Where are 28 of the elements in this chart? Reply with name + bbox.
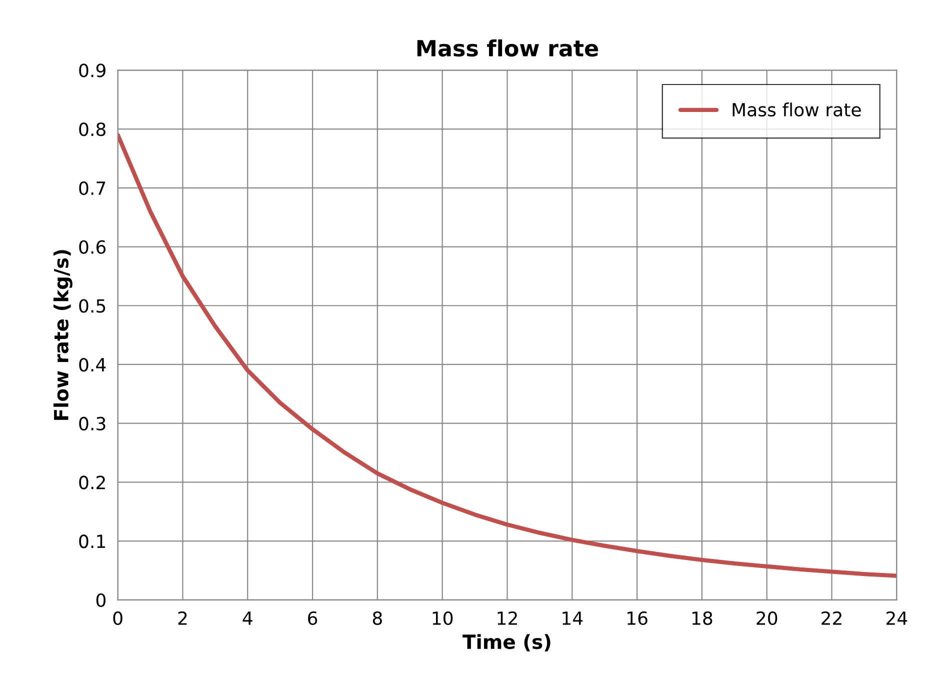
x-tick-label: 0	[113, 611, 122, 626]
y-tick-label: 0.6	[79, 240, 106, 254]
x-tick-label: 12	[498, 611, 517, 625]
x-tick-label: 4	[242, 612, 252, 625]
legend-label: Mass flow rate	[732, 102, 861, 117]
y-tick-label: 0.9	[79, 64, 106, 78]
x-tick-label: 14	[562, 612, 583, 625]
x-tick-label: 8	[372, 611, 382, 626]
y-axis-title: Flow rate (kg/s)	[53, 250, 72, 420]
y-tick-label: 0.1	[79, 534, 106, 548]
y-tick-label: 0	[96, 593, 106, 608]
x-tick-label: 6	[308, 611, 318, 626]
x-tick-label: 22	[822, 611, 842, 625]
y-tick-label: 0.3	[79, 416, 106, 430]
y-tick-label: 0.2	[79, 476, 105, 490]
x-axis-title: Time (s)	[462, 634, 550, 652]
x-tick-label: 24	[886, 611, 908, 625]
y-tick-label: 0.7	[79, 181, 106, 196]
x-tick-label: 10	[432, 611, 453, 626]
chart-title: Mass flow rate	[417, 39, 598, 57]
y-tick-label: 0.8	[79, 122, 106, 136]
x-tick-label: 16	[628, 611, 648, 626]
x-tick-label: 2	[178, 611, 187, 625]
y-tick-label: 0.5	[79, 299, 106, 313]
line-series	[118, 132, 897, 578]
x-tick-label: 20	[756, 611, 778, 626]
y-tick-label: 0.4	[79, 358, 106, 372]
x-tick-label: 18	[692, 611, 712, 626]
